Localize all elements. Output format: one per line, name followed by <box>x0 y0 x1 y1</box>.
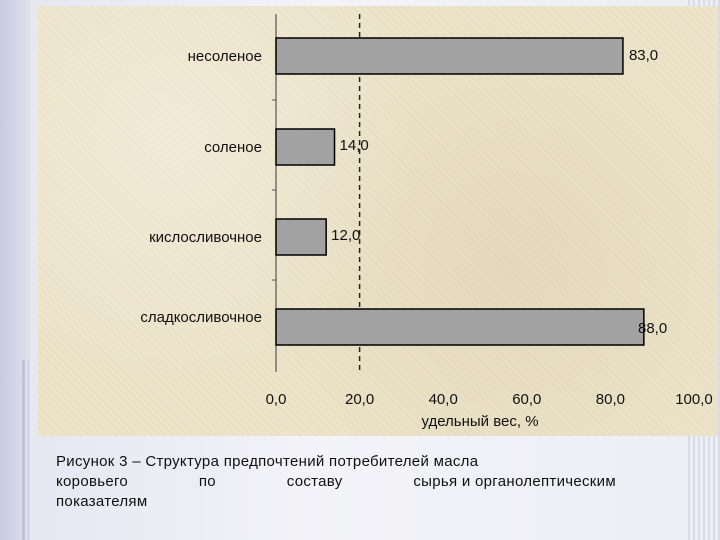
x-tick-label: 60,0 <box>512 391 541 408</box>
category-label: сладкосливочное <box>140 309 262 326</box>
left-decor-line <box>28 360 29 540</box>
data-label: 12,0 <box>331 227 360 244</box>
caption-word: коровьего <box>56 473 129 490</box>
caption-word: по <box>198 473 216 490</box>
bar <box>275 308 645 346</box>
data-label: 88,0 <box>638 320 667 337</box>
category-label: несоленое <box>188 48 262 65</box>
left-decor-band <box>0 0 30 540</box>
caption-line-2: коровьего по составу сырья и органолепти… <box>56 472 616 492</box>
x-tick-label: 80,0 <box>596 391 625 408</box>
x-tick-label: 20,0 <box>345 391 374 408</box>
data-label: 14,0 <box>340 137 369 154</box>
chart-panel <box>38 6 718 436</box>
category-label: кислосливочное <box>149 229 262 246</box>
bar <box>275 218 327 256</box>
x-tick-label: 0,0 <box>266 391 287 408</box>
x-tick-label: 40,0 <box>429 391 458 408</box>
caption-line-3: показателям <box>56 493 148 510</box>
bar <box>275 128 336 166</box>
data-label: 83,0 <box>629 47 658 64</box>
figure-caption: Рисунок 3 – Структура предпочтений потре… <box>56 452 616 512</box>
caption-line-1: Рисунок 3 – Структура предпочтений потре… <box>56 453 479 470</box>
bar <box>275 37 624 75</box>
x-axis-label: удельный вес, % <box>421 413 538 430</box>
left-decor-line <box>22 360 25 540</box>
x-tick-label: 100,0 <box>675 391 713 408</box>
caption-word: сырья и органолептическим <box>413 473 616 490</box>
caption-word: составу <box>286 473 343 490</box>
category-label: соленое <box>204 139 262 156</box>
